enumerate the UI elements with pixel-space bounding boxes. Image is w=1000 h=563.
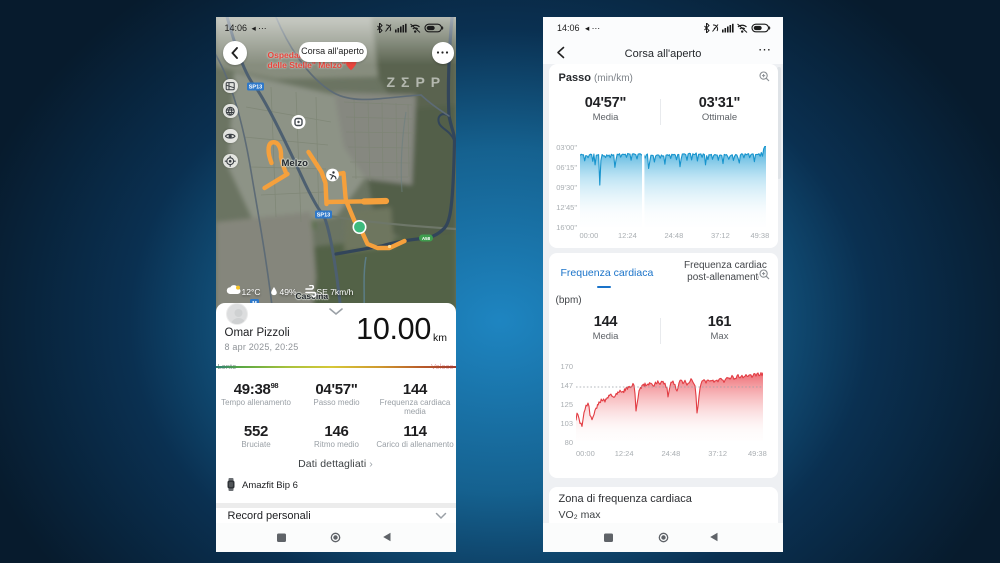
- svg-text:SP13: SP13: [248, 85, 261, 91]
- svg-text:A58: A58: [421, 236, 430, 241]
- svg-text:SP13: SP13: [316, 213, 329, 219]
